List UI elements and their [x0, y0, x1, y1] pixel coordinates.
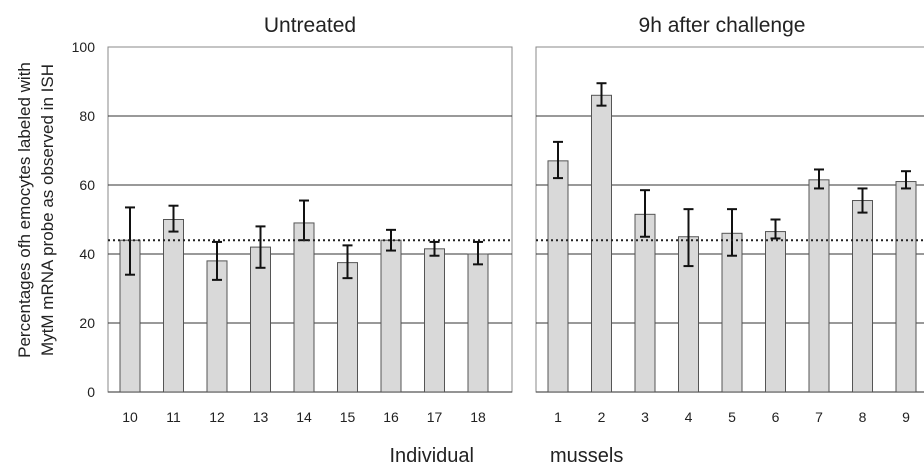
bar [293, 222, 315, 393]
bar [765, 231, 786, 393]
x-tick-label: 9 [902, 409, 910, 425]
x-tick-label: 12 [209, 409, 225, 425]
x-tick-label: 8 [859, 409, 867, 425]
x-tick-label: 13 [253, 409, 269, 425]
x-tick-label: 10 [122, 409, 138, 425]
x-tick-label: 14 [296, 409, 312, 425]
y-tick-label: 0 [87, 384, 95, 400]
bar [895, 181, 917, 393]
bar [467, 253, 489, 393]
y-axis-label-line1: Percentages ofh emocytes labeled with [15, 62, 34, 358]
bar [163, 219, 184, 393]
x-tick-label: 17 [427, 409, 443, 425]
bar [337, 262, 358, 393]
y-tick-label: 100 [72, 39, 96, 55]
x-tick-label: 4 [685, 409, 693, 425]
x-tick-label: 3 [641, 409, 649, 425]
x-tick-label: 1 [554, 409, 562, 425]
panel: Untreated 10 11 12 13 14 15 16 17 18 [107, 14, 513, 425]
bar [591, 94, 612, 393]
x-tick-label: 11 [166, 409, 181, 425]
x-axis-label-right: mussels [550, 445, 623, 467]
x-tick-label: 5 [728, 409, 736, 425]
bar [424, 248, 445, 393]
x-tick-label: 18 [470, 409, 486, 425]
bar [380, 239, 402, 393]
bar [547, 160, 569, 393]
panel-title: Untreated [264, 14, 356, 37]
x-axis-label-left: Individual [389, 445, 474, 467]
y-axis-ticks: 0 20 40 60 80 100 [72, 39, 96, 400]
y-tick-label: 40 [79, 246, 95, 262]
bar [808, 179, 830, 393]
panel-title: 9h after challenge [639, 14, 806, 37]
panel: 9h after challenge 1 2 3 4 5 6 7 8 9 [535, 14, 924, 425]
x-tick-label: 16 [383, 409, 399, 425]
x-tick-label: 6 [772, 409, 780, 425]
x-tick-label: 7 [815, 409, 823, 425]
y-tick-label: 80 [79, 108, 95, 124]
y-tick-label: 20 [79, 315, 95, 331]
x-tick-label: 2 [598, 409, 606, 425]
y-tick-label: 60 [79, 177, 95, 193]
axis-titles: Percentages ofh emocytes labeled with My… [15, 62, 623, 467]
x-tick-label: 15 [340, 409, 356, 425]
y-axis-label-line2: MytM mRNA probe as observed in ISH [38, 64, 57, 356]
bar [721, 232, 743, 393]
bar [250, 246, 271, 393]
bar [852, 200, 873, 393]
